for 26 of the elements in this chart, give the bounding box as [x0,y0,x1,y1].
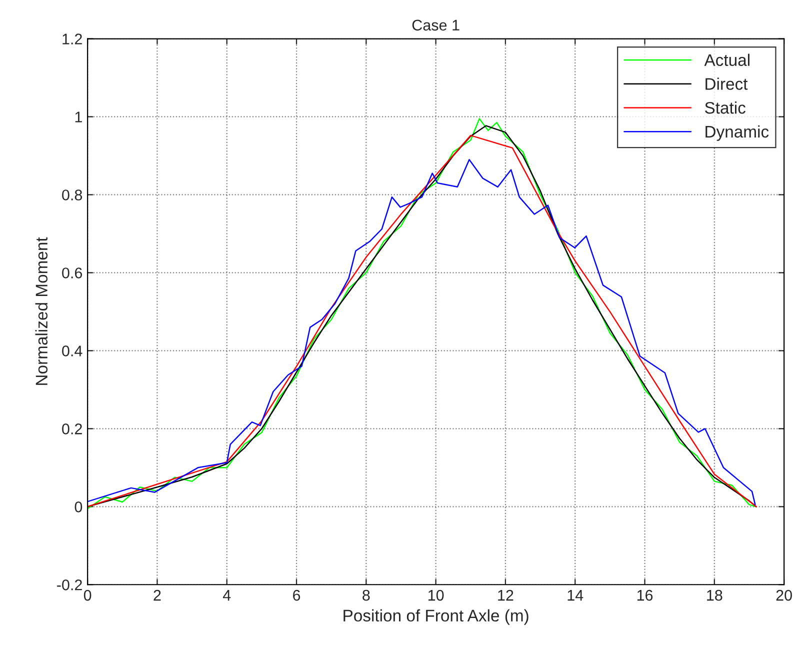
x-tick-label: 14 [568,590,584,601]
x-tick-label: 4 [222,590,231,601]
x-tick-label: 12 [498,590,514,601]
y-tick-label: 1.2 [62,34,82,44]
x-tick-label: 6 [293,590,300,601]
legend-label: Static [704,102,746,114]
x-tick-label: 10 [428,590,444,601]
y-tick-label: 0.2 [62,424,82,434]
x-tick-label: 18 [707,590,722,601]
y-axis-title: Normalized Moment [35,237,48,385]
x-tick-label: 16 [637,590,653,601]
x-tick-label: 20 [776,590,792,601]
legend-label: Direct [706,78,748,90]
legend-label: Actual [704,54,750,66]
x-tick-label: 2 [154,590,161,601]
y-tick-label: 0 [74,502,82,512]
legend-label: Dynamic [706,125,769,141]
chart-title: Case 1 [412,20,460,31]
y-tick-label: 0.8 [62,190,82,200]
y-tick-label: -0.2 [57,580,82,590]
x-tick-label: 8 [362,590,370,601]
y-tick-label: 1 [75,112,82,122]
x-axis-title: Position of Front Axle (m) [344,609,528,625]
y-tick-label: 0.6 [62,268,82,278]
x-tick-label: 0 [84,590,92,601]
y-tick-label: 0.4 [62,346,82,356]
